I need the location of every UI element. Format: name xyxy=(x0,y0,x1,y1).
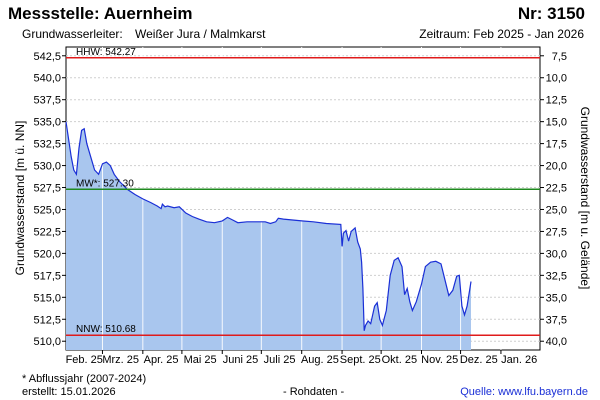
y-right-tick-label: 15,0 xyxy=(546,117,567,129)
y-tick-label: 522,5 xyxy=(33,226,61,238)
raw-data-note: - Rohdaten - xyxy=(283,386,345,398)
y-tick-label: 540,0 xyxy=(33,73,61,85)
station-title: Messstelle: Auernheim xyxy=(8,4,193,23)
y-right-tick-label: 17,5 xyxy=(546,139,567,151)
x-tick-label: Aug. 25 xyxy=(301,354,339,366)
y-right-tick-label: 25,0 xyxy=(546,204,567,216)
x-tick-label: Okt. 25 xyxy=(382,354,417,366)
y-right-tick-label: 22,5 xyxy=(546,183,567,195)
station-number: Nr: 3150 xyxy=(517,4,585,23)
y-right-tick-label: 10,0 xyxy=(546,73,567,85)
y-tick-label: 510,0 xyxy=(33,336,61,348)
y-right-tick-label: 40,0 xyxy=(546,336,567,348)
ref-label-mw: MW*: 527.30 xyxy=(76,178,134,189)
y-right-tick-label: 35,0 xyxy=(546,292,567,304)
y-right-tick-label: 27,5 xyxy=(546,226,567,238)
y-axis-left: 542,5 540,0 537,5 535,0 532,5 530,0 527,5 525,0… xyxy=(33,51,66,348)
y-tick-label: 512,5 xyxy=(33,314,61,326)
y-tick-label: 532,5 xyxy=(33,139,61,151)
source-link[interactable]: Quelle: www.lfu.bayern.de xyxy=(460,386,588,398)
ref-label-hhw: HHW: 542.27 xyxy=(76,47,136,58)
x-tick-label: Mai 25 xyxy=(184,354,217,366)
x-tick-label: Mrz. 25 xyxy=(102,354,139,366)
y-axis-right: 7,5 10,0 12,5 15,0 17,5 20,0 22,5 25,0 27,5 30,0 3… xyxy=(540,51,567,348)
y-right-tick-label: 7,5 xyxy=(552,51,567,63)
x-tick-label: Apr. 25 xyxy=(144,354,179,366)
y-tick-label: 535,0 xyxy=(33,117,61,129)
x-tick-label: Dez. 25 xyxy=(460,354,498,366)
y-right-tick-label: 37,5 xyxy=(546,314,567,326)
x-tick-label: Sept. 25 xyxy=(340,354,381,366)
y-tick-label: 525,0 xyxy=(33,204,61,216)
y-tick-label: 542,5 xyxy=(33,51,61,63)
y-tick-label: 520,0 xyxy=(33,248,61,260)
water-level-line xyxy=(65,121,472,331)
y-tick-label: 530,0 xyxy=(33,161,61,173)
y-tick-label: 537,5 xyxy=(33,95,61,107)
y-tick-label: 517,5 xyxy=(33,270,61,282)
aquifer-value: Weißer Jura / Malmkarst xyxy=(135,27,266,41)
y-tick-label: 527,5 xyxy=(33,183,61,195)
y-right-tick-label: 32,5 xyxy=(546,270,567,282)
y-right-tick-label: 20,0 xyxy=(546,161,567,173)
x-tick-label: Juli 25 xyxy=(264,354,296,366)
footnote: * Abflussjahr (2007-2024) xyxy=(22,373,147,385)
y-axis-label-right: Grundwasserstand [m u. Gelände] xyxy=(578,107,592,290)
month-grid-lines xyxy=(101,47,502,350)
ref-label-nnw: NNW: 510.68 xyxy=(76,324,136,335)
water-level-area xyxy=(66,121,471,350)
aquifer-label: Grundwasserleiter: xyxy=(22,27,123,41)
reference-lines: HHW: 542.27 MW*: 527.30 NNW: 510.68 xyxy=(66,47,540,336)
period-label: Zeitraum: Feb 2025 - Jan 2026 xyxy=(419,27,584,41)
x-tick-label: Juni 25 xyxy=(223,354,258,366)
y-tick-label: 515,0 xyxy=(33,292,61,304)
y-right-tick-label: 12,5 xyxy=(546,95,567,107)
x-tick-label: Jan. 26 xyxy=(501,354,537,366)
x-tick-label: Nov. 25 xyxy=(421,354,458,366)
x-tick-label: Feb. 25 xyxy=(66,354,103,366)
y-right-tick-label: 30,0 xyxy=(546,248,567,260)
x-axis: Feb. 25 Mrz. 25 Apr. 25 Mai 25 Juni 25 Juli 2… xyxy=(66,350,537,366)
created-date: erstellt: 15.01.2026 xyxy=(22,386,116,398)
y-axis-label-left: Grundwasserstand [m ü. NN] xyxy=(13,121,27,276)
